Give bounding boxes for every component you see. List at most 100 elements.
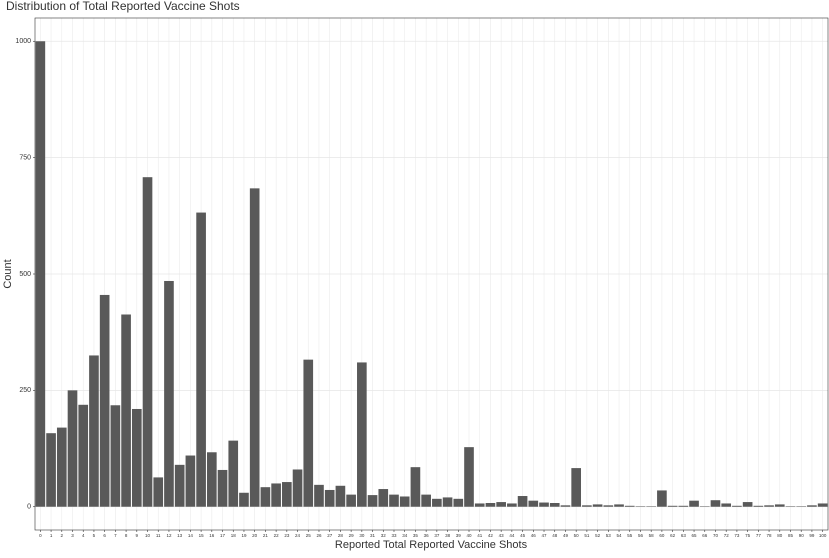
x-tick-label: 58 — [649, 533, 655, 538]
x-tick-label: 16 — [209, 533, 215, 538]
bar — [721, 503, 731, 506]
y-axis-label: Count — [2, 259, 14, 288]
x-tick-label: 34 — [402, 533, 408, 538]
bar — [539, 503, 549, 507]
x-tick-label: 17 — [220, 533, 226, 538]
x-tick-label: 66 — [702, 533, 708, 538]
bar — [357, 362, 367, 506]
bar — [293, 469, 303, 506]
bar — [764, 505, 774, 506]
x-tick-label: 47 — [542, 533, 548, 538]
bar — [582, 505, 592, 506]
x-tick-label: 39 — [456, 533, 462, 538]
x-tick-label: 6 — [103, 533, 106, 538]
x-tick-label: 3 — [71, 533, 74, 538]
bar — [668, 506, 678, 507]
bar — [614, 504, 624, 506]
y-tick-label: 750 — [19, 154, 31, 161]
bar — [175, 465, 185, 507]
bar — [336, 486, 346, 507]
x-tick-label: 100 — [819, 533, 827, 538]
bar — [111, 405, 121, 506]
x-tick-label: 62 — [670, 533, 676, 538]
x-tick-label: 42 — [488, 533, 494, 538]
x-tick-label: 37 — [434, 533, 440, 538]
x-tick-label: 46 — [531, 533, 537, 538]
x-tick-label: 11 — [156, 533, 161, 538]
bar — [303, 360, 313, 507]
bar — [132, 409, 142, 507]
x-tick-label: 50 — [574, 533, 580, 538]
x-tick-label: 38 — [445, 533, 451, 538]
bar — [282, 482, 292, 507]
bar — [550, 503, 560, 507]
bar — [453, 499, 463, 507]
x-tick-label: 19 — [241, 533, 247, 538]
bar — [261, 487, 271, 507]
x-tick-label: 65 — [692, 533, 698, 538]
bar — [186, 456, 196, 507]
x-tick-label: 14 — [188, 533, 194, 538]
x-tick-label: 72 — [724, 533, 730, 538]
bar — [421, 495, 431, 507]
bar — [432, 499, 442, 507]
bar — [228, 441, 238, 507]
bar — [239, 493, 249, 507]
bar — [250, 188, 260, 506]
bar — [486, 503, 496, 507]
x-tick-label: 8 — [125, 533, 128, 538]
x-tick-label: 99 — [809, 533, 815, 538]
bar — [368, 495, 378, 507]
bar — [271, 483, 281, 506]
bar — [571, 468, 581, 507]
x-tick-label: 44 — [509, 533, 515, 538]
bar — [196, 213, 206, 507]
x-tick-label: 22 — [274, 533, 280, 538]
x-tick-label: 80 — [777, 533, 783, 538]
x-tick-label: 15 — [199, 533, 205, 538]
bar — [507, 503, 517, 506]
bar — [603, 505, 613, 506]
x-tick-label: 29 — [349, 533, 355, 538]
bar — [464, 447, 474, 507]
bar — [218, 470, 228, 507]
x-tick-label: 30 — [359, 533, 365, 538]
bar — [100, 295, 110, 507]
bar — [143, 177, 153, 507]
bar — [325, 490, 335, 507]
bar — [121, 314, 131, 506]
x-tick-label: 54 — [617, 533, 623, 538]
bar — [68, 390, 78, 506]
x-tick-label: 53 — [606, 533, 612, 538]
x-tick-label: 26 — [316, 533, 322, 538]
x-tick-label: 31 — [370, 533, 376, 538]
x-tick-label: 13 — [177, 533, 183, 538]
x-tick-label: 63 — [681, 533, 687, 538]
bar — [732, 506, 742, 507]
bar — [657, 490, 667, 506]
x-tick-label: 56 — [638, 533, 644, 538]
bar — [46, 433, 56, 507]
bar — [754, 506, 764, 507]
bar — [807, 505, 817, 506]
x-tick-label: 24 — [295, 533, 301, 538]
bar — [207, 452, 217, 506]
chart-title: Distribution of Total Reported Vaccine S… — [6, 0, 240, 13]
y-tick-label: 250 — [19, 387, 31, 394]
bar — [496, 502, 506, 507]
x-tick-label: 10 — [145, 533, 151, 538]
x-tick-label: 18 — [231, 533, 237, 538]
bar — [346, 495, 356, 507]
x-tick-label: 40 — [466, 533, 472, 538]
x-tick-label: 75 — [745, 533, 751, 538]
bar — [314, 485, 324, 507]
x-tick-label: 21 — [263, 533, 269, 538]
x-tick-label: 0 — [39, 533, 42, 538]
y-tick-label: 1000 — [15, 38, 31, 45]
x-tick-label: 7 — [114, 533, 117, 538]
bar — [443, 497, 453, 506]
x-tick-label: 49 — [563, 533, 569, 538]
x-tick-label: 51 — [584, 533, 590, 538]
bar — [89, 355, 99, 506]
